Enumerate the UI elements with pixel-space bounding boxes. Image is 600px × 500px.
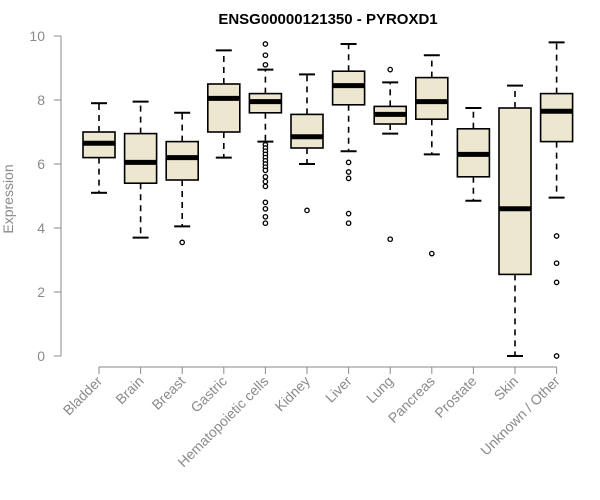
y-tick-label: 2 — [37, 284, 45, 300]
outlier-point — [387, 236, 394, 243]
outlier-point — [345, 169, 352, 175]
box-kidney — [290, 73, 324, 214]
iqr-box — [290, 113, 324, 149]
outlier-point — [262, 199, 269, 206]
iqr-box — [165, 140, 199, 181]
iqr-box — [414, 76, 449, 120]
outlier-point — [345, 220, 352, 227]
y-tick-label: 0 — [37, 348, 45, 364]
outlier-point — [428, 250, 435, 257]
iqr-box — [207, 83, 241, 133]
iqr-box — [123, 132, 158, 185]
outlier-point — [262, 213, 269, 220]
chart-title: ENSG00000121350 - PYROXD1 — [218, 11, 437, 28]
outlier-point — [179, 239, 186, 246]
category-label: Unknown / Other — [477, 373, 563, 459]
box-pancreas — [414, 54, 449, 257]
box-hematopoietic-cells — [248, 41, 283, 227]
category-label: Prostate — [431, 373, 479, 421]
outlier-point — [553, 353, 560, 359]
boxes-group — [82, 41, 574, 359]
box-prostate — [456, 107, 491, 202]
outlier-point — [262, 61, 269, 68]
box-liver — [331, 43, 366, 227]
outlier-point — [262, 173, 269, 180]
y-axis-title: Expression — [0, 164, 16, 233]
outlier-point — [262, 52, 269, 59]
box-unknown-other — [539, 41, 574, 359]
category-label: Bladder — [60, 373, 106, 419]
box-gastric — [207, 49, 241, 159]
category-label: Breast — [148, 373, 188, 413]
outlier-point — [262, 205, 269, 212]
iqr-box — [539, 92, 574, 143]
outlier-point — [345, 159, 352, 166]
outlier-point — [345, 210, 352, 217]
y-tick-label: 8 — [37, 92, 45, 108]
iqr-box — [498, 107, 532, 276]
category-label: Kidney — [272, 373, 314, 415]
outlier-point — [553, 233, 560, 239]
y-axis: 0 2 4 6 8 10 — [29, 28, 62, 364]
category-label: Lung — [363, 373, 396, 406]
box-skin — [498, 84, 532, 357]
outlier-point — [387, 66, 394, 73]
box-brain — [123, 100, 158, 239]
category-label: Liver — [322, 373, 355, 406]
outlier-point — [553, 279, 560, 286]
category-label: Skin — [491, 373, 522, 404]
category-label: Brain — [112, 373, 146, 407]
outlier-point — [262, 220, 269, 227]
outlier-point — [262, 41, 269, 47]
box-bladder — [82, 102, 116, 194]
outlier-point — [262, 178, 269, 185]
outlier-point — [553, 260, 560, 267]
outlier-point — [304, 207, 310, 214]
y-tick-label: 4 — [37, 220, 45, 236]
outlier-point — [262, 167, 269, 174]
outlier-point — [345, 175, 352, 182]
y-tick-label: 10 — [29, 28, 45, 44]
box-breast — [165, 111, 199, 246]
y-tick-label: 6 — [37, 156, 45, 172]
outlier-point — [262, 183, 269, 190]
box-lung — [373, 66, 408, 243]
